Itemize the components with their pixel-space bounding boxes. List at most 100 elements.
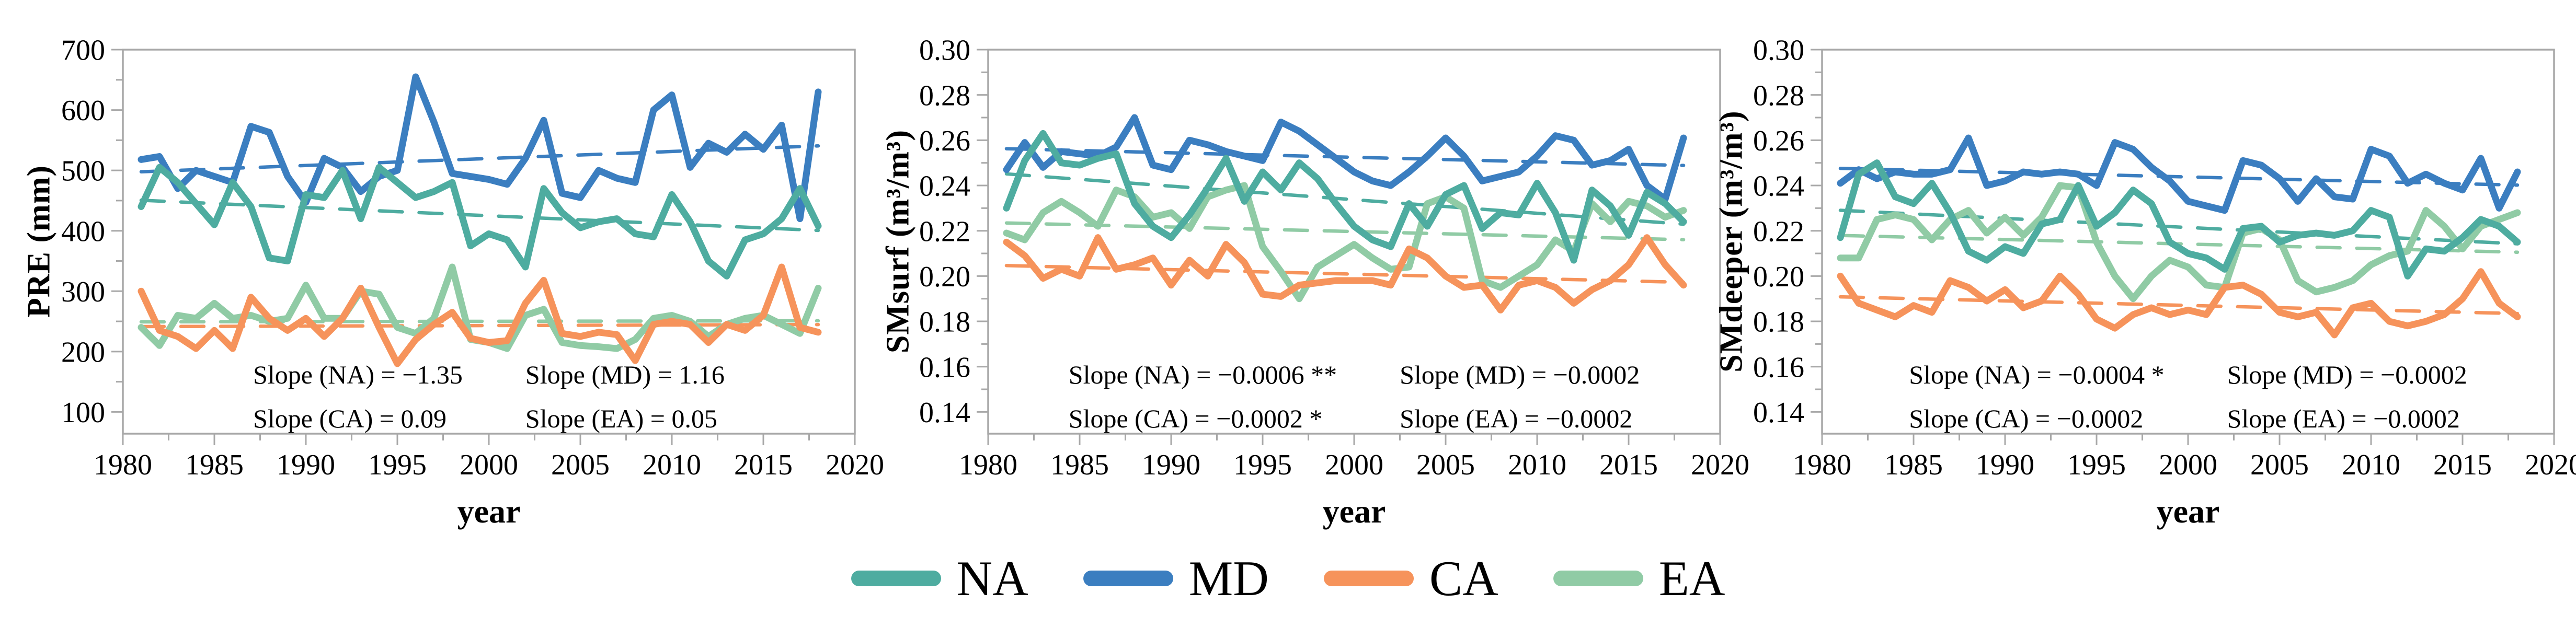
slope-annotations-smsurf: Slope (NA) = −0.0006 ** Slope (MD) = −0.… bbox=[1051, 359, 1657, 434]
x-tick-label: 1990 bbox=[277, 449, 335, 481]
y-tick-label: 0.28 bbox=[919, 79, 970, 112]
legend-label-md: MD bbox=[1188, 551, 1269, 606]
legend-swatch-ca bbox=[1323, 571, 1414, 586]
series-line-na bbox=[1837, 159, 2521, 280]
slope-ca: Slope (CA) = −0.0002 bbox=[1909, 404, 2144, 433]
y-axis-title-smsurf: SMsurf (m³/m³) bbox=[880, 129, 916, 354]
trend-line-md bbox=[1004, 147, 1686, 167]
y-tick-label: 0.22 bbox=[1753, 215, 1804, 248]
legend-label-ca: CA bbox=[1429, 551, 1498, 606]
y-axis-title-pre: PRE (mm) bbox=[21, 165, 57, 318]
slope-ea: Slope (EA) = 0.05 bbox=[525, 404, 717, 433]
panel-smsurf: 0.14 0.16 0.18 0.20 0.22 0.24 0.26 0.28 0.30 1980… bbox=[919, 34, 1749, 481]
y-tick-label: 0.16 bbox=[919, 351, 970, 384]
series-line-md bbox=[1003, 114, 1687, 203]
x-tick-label: 1995 bbox=[2067, 449, 2126, 481]
y-tick-label: 0.20 bbox=[1753, 261, 1804, 293]
slope-ea: Slope (EA) = −0.0002 bbox=[2227, 404, 2460, 433]
y-tick-label: 0.28 bbox=[1753, 79, 1804, 112]
y-tick-label: 0.26 bbox=[919, 125, 970, 157]
x-tick-label: 2020 bbox=[2525, 449, 2576, 481]
y-tick-label: 0.20 bbox=[919, 261, 970, 293]
trend-line-ea bbox=[139, 319, 820, 324]
series-line-na bbox=[138, 164, 822, 280]
y-tick-label: 300 bbox=[61, 276, 105, 308]
series-line-md bbox=[1837, 134, 2521, 214]
x-tick-label: 2010 bbox=[643, 449, 701, 481]
slope-annotations-smdeeper: Slope (NA) = −0.0004 * Slope (MD) = −0.0… bbox=[1885, 359, 2491, 434]
x-tick-label: 1990 bbox=[1142, 449, 1200, 481]
x-tick-label: 1985 bbox=[1884, 449, 1943, 481]
y-tick-label: 0.30 bbox=[919, 34, 970, 67]
trend-line-ea bbox=[1004, 221, 1686, 242]
legend-item-ea: EA bbox=[1553, 550, 1725, 607]
legend-label-na: NA bbox=[956, 551, 1028, 606]
slope-md: Slope (MD) = −0.0002 bbox=[2227, 360, 2467, 389]
x-tick-label: 2005 bbox=[1416, 449, 1475, 481]
x-tick-label: 1980 bbox=[1793, 449, 1851, 481]
series-line-md bbox=[138, 73, 822, 223]
trend-line-na bbox=[139, 198, 820, 233]
slope-md: Slope (MD) = 1.16 bbox=[525, 360, 725, 389]
series-line-ca bbox=[138, 263, 822, 367]
legend-item-na: NA bbox=[851, 550, 1028, 607]
y-tick-label: 0.18 bbox=[919, 306, 970, 339]
x-tick-label: 1995 bbox=[1233, 449, 1292, 481]
y-tick-label: 0.26 bbox=[1753, 125, 1804, 157]
legend-swatch-md bbox=[1083, 571, 1173, 586]
y-tick-label: 700 bbox=[61, 34, 105, 67]
y-tick-label: 200 bbox=[61, 336, 105, 368]
x-axis-title-smdeeper: year bbox=[2156, 493, 2220, 530]
trend-line-na bbox=[1838, 208, 2520, 246]
legend-swatch-ea bbox=[1553, 571, 1643, 586]
x-tick-label: 2005 bbox=[551, 449, 610, 481]
legend: NA MD CA EA bbox=[851, 550, 1725, 607]
x-tick-label: 2010 bbox=[2342, 449, 2400, 481]
y-tick-label: 0.14 bbox=[1753, 397, 1804, 429]
panel-smdeeper: 0.14 0.16 0.18 0.20 0.22 0.24 0.26 0.28 0.30 1980… bbox=[1753, 34, 2576, 481]
x-tick-label: 2000 bbox=[460, 449, 518, 481]
x-tick-label: 1985 bbox=[1050, 449, 1109, 481]
x-tick-label: 2015 bbox=[734, 449, 793, 481]
slope-ea: Slope (EA) = −0.0002 bbox=[1400, 404, 1633, 433]
x-tick-label: 1995 bbox=[368, 449, 427, 481]
x-tick-label: 2020 bbox=[826, 449, 884, 481]
y-tick-label: 0.24 bbox=[919, 170, 970, 203]
series-line-na bbox=[1003, 130, 1687, 264]
slope-annotations-pre: Slope (NA) = −1.35 Slope (MD) = 1.16 Slo… bbox=[186, 359, 792, 434]
x-tick-label: 2015 bbox=[2433, 449, 2492, 481]
x-tick-label: 2005 bbox=[2250, 449, 2309, 481]
y-tick-label: 0.22 bbox=[919, 215, 970, 248]
slope-ca: Slope (CA) = −0.0002 * bbox=[1068, 404, 1323, 433]
trend-line-ca bbox=[1004, 263, 1686, 284]
legend-swatch-na bbox=[851, 571, 941, 586]
y-tick-label: 0.14 bbox=[919, 397, 970, 429]
y-tick-label: 0.24 bbox=[1753, 170, 1804, 203]
slope-ca: Slope (CA) = 0.09 bbox=[253, 404, 446, 433]
y-tick-label: 0.16 bbox=[1753, 351, 1804, 384]
x-tick-label: 1990 bbox=[1976, 449, 2034, 481]
slope-na: Slope (NA) = −0.0004 * bbox=[1909, 360, 2165, 389]
x-tick-label: 1985 bbox=[185, 449, 244, 481]
y-tick-label: 0.18 bbox=[1753, 306, 1804, 339]
legend-item-ca: CA bbox=[1323, 550, 1498, 607]
x-tick-label: 2000 bbox=[1325, 449, 1383, 481]
x-tick-label: 2015 bbox=[1599, 449, 1658, 481]
series-line-ca bbox=[1837, 268, 2521, 339]
slope-na: Slope (NA) = −1.35 bbox=[253, 360, 463, 389]
y-tick-label: 100 bbox=[61, 397, 105, 429]
y-tick-label: 400 bbox=[61, 215, 105, 248]
slope-md: Slope (MD) = −0.0002 bbox=[1400, 360, 1640, 389]
legend-item-md: MD bbox=[1083, 550, 1269, 607]
x-tick-label: 1980 bbox=[94, 449, 152, 481]
trend-line-ca bbox=[1838, 295, 2520, 316]
x-axis-title-smsurf: year bbox=[1322, 493, 1386, 530]
y-axis-title-smdeeper: SMdeeper (m³/m³) bbox=[1713, 110, 1749, 373]
trend-line-na bbox=[1004, 172, 1686, 226]
series-line-ca bbox=[1003, 234, 1687, 314]
legend-label-ea: EA bbox=[1658, 551, 1725, 606]
x-tick-label: 2020 bbox=[1691, 449, 1749, 481]
trend-line-ca bbox=[139, 322, 820, 329]
